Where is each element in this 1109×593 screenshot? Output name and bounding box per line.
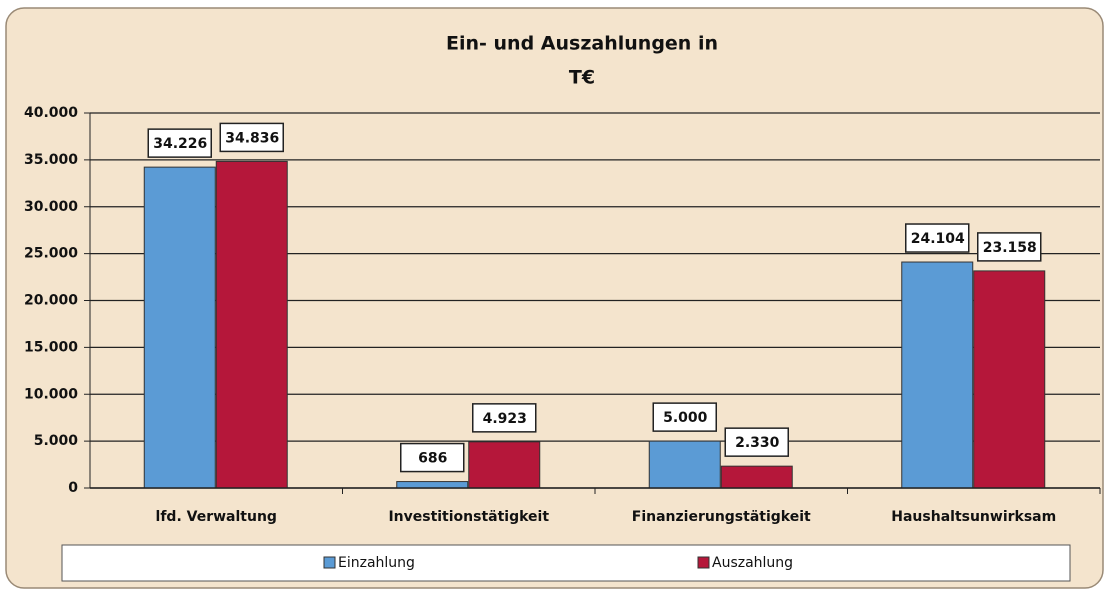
bar [720, 465, 793, 489]
bar [215, 160, 288, 489]
value-label: 686 [418, 451, 447, 467]
value-label: 4.923 [483, 411, 527, 427]
value-label-box [652, 402, 717, 432]
legend-swatch [697, 556, 710, 569]
y-tick-label: 35.000 [24, 152, 78, 168]
x-tick-label: lfd. Verwaltung [156, 509, 277, 525]
value-label-box [147, 128, 212, 158]
value-label: 24.104 [911, 231, 965, 247]
y-tick-label: 20.000 [24, 293, 78, 309]
bar [648, 440, 721, 489]
value-label-box [400, 442, 465, 473]
y-tick-label: 0 [68, 480, 78, 496]
y-tick-label: 5.000 [34, 433, 79, 449]
value-label: 5.000 [663, 410, 708, 426]
x-tick-label: Investitionstätigkeit [388, 509, 549, 525]
value-label-box [977, 232, 1042, 262]
value-label: 34.226 [153, 136, 207, 152]
value-label-box [905, 223, 970, 253]
chart-title: T€ [569, 67, 595, 89]
y-tick-label: 10.000 [24, 386, 78, 402]
value-label-box [724, 427, 789, 457]
legend-label: Einzahlung [338, 555, 415, 571]
bar [396, 481, 469, 489]
chart-title: Ein- und Auszahlungen in [446, 33, 718, 55]
y-tick-label: 25.000 [24, 246, 78, 262]
bar [973, 270, 1046, 489]
legend-swatch [323, 556, 336, 569]
x-tick-label: Haushaltsunwirksam [891, 509, 1056, 525]
value-label: 23.158 [983, 240, 1037, 256]
value-label-box [472, 403, 537, 433]
value-label: 34.836 [225, 130, 279, 146]
bar [901, 261, 974, 489]
value-label: 2.330 [735, 435, 780, 451]
bar [143, 166, 216, 489]
x-tick-label: Finanzierungstätigkeit [632, 509, 811, 525]
bar [468, 441, 541, 489]
y-tick-label: 15.000 [24, 339, 78, 355]
legend-label: Auszahlung [712, 555, 793, 571]
y-tick-label: 30.000 [24, 199, 78, 215]
y-tick-label: 40.000 [24, 105, 78, 121]
value-label-box [219, 122, 284, 153]
legend [61, 544, 1071, 582]
